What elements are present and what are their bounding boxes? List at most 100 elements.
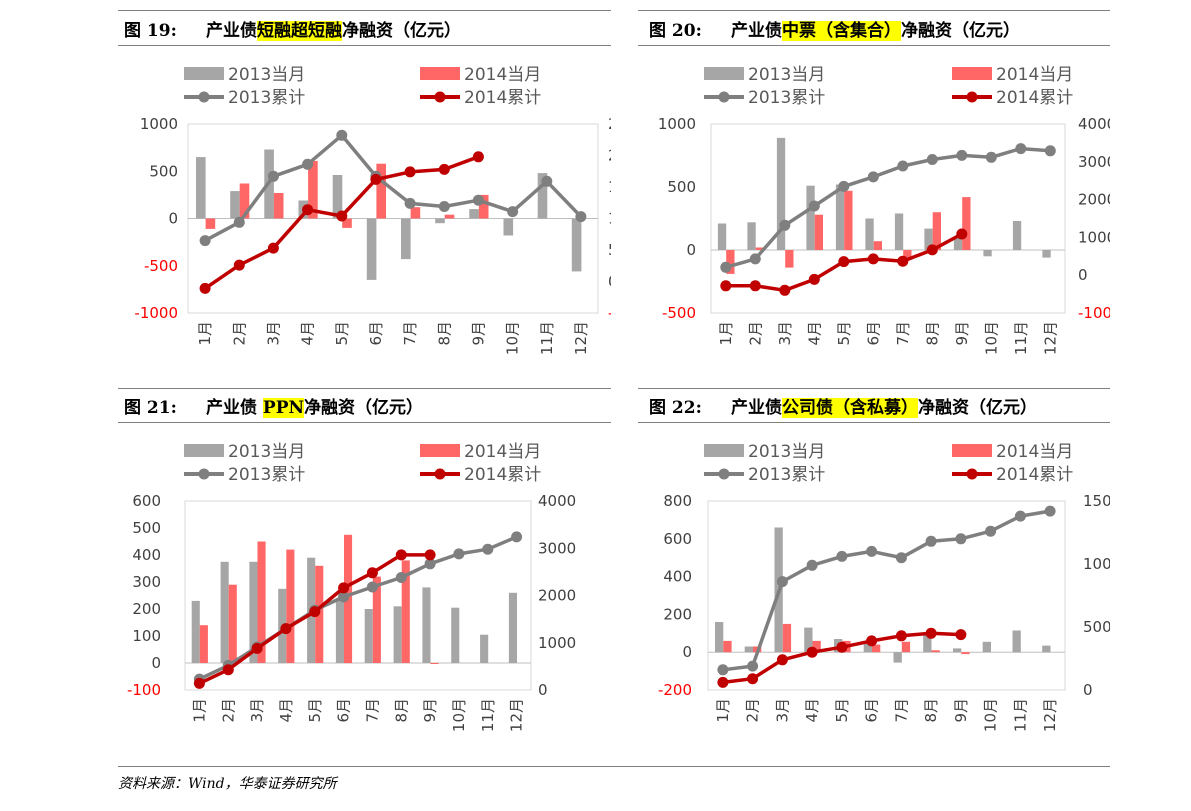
left-tick-label-0: -200 <box>658 681 692 699</box>
right-tick-label-1: 500 <box>1083 618 1110 636</box>
bar-2014当月-6月 <box>872 644 881 653</box>
bar-2014当月-9月 <box>962 197 971 250</box>
point-2014累计-0 <box>193 677 205 689</box>
legend-label-0: 2013当月 <box>748 442 825 462</box>
right-tick-label-1: 1000 <box>538 634 576 652</box>
category-label-8: 9月 <box>952 698 970 723</box>
point-2014累计-3 <box>806 646 818 658</box>
point-2014累计-5 <box>338 582 350 594</box>
bar-2014当月-7月 <box>901 641 911 653</box>
category-label-2: 3月 <box>776 321 794 346</box>
category-label-11: 12月 <box>508 698 526 732</box>
point-2013累计-4 <box>336 129 348 141</box>
bar-2013当月-11月 <box>1012 630 1021 653</box>
chart-panel-1: 2013当月 2014当月 2013累计 2014累计 -1000 -500 0 500 100… <box>134 65 611 355</box>
left-tick-label-1: 0 <box>686 241 696 259</box>
legend-marker-2 <box>198 468 210 480</box>
point-2014累计-3 <box>302 204 314 216</box>
point-2013累计-5 <box>338 591 350 603</box>
bar-2013当月-8月 <box>435 218 445 224</box>
category-label-2: 3月 <box>264 321 282 346</box>
bar-2014当月-1月 <box>726 250 735 274</box>
category-label-11: 12月 <box>1041 698 1059 732</box>
plot-area <box>184 500 532 691</box>
point-2014累计-0 <box>199 282 211 294</box>
legend-label-0: 2013当月 <box>748 65 825 85</box>
legend: 2013当月 2014当月 2013累计 2014累计 <box>184 65 541 108</box>
point-2014累计-1 <box>749 280 761 292</box>
bar-2014当月-7月 <box>903 250 912 258</box>
bar-2013当月-10月 <box>982 641 991 653</box>
point-2014累计-4 <box>836 641 848 653</box>
category-label-1: 2月 <box>744 698 762 723</box>
point-2013累计-10 <box>1014 510 1026 522</box>
bar-2014当月-4月 <box>814 214 823 250</box>
category-label-5: 6月 <box>863 698 881 723</box>
panel4-top-rule <box>638 388 1110 389</box>
point-2013累计-6 <box>404 197 416 209</box>
left-tick-label-3: 1000 <box>658 115 696 133</box>
category-label-9: 10月 <box>982 698 1000 732</box>
bar-2013当月-1月 <box>191 600 200 663</box>
point-2014累计-1 <box>233 259 245 271</box>
left-tick-label-3: 200 <box>132 600 161 618</box>
point-2013累计-8 <box>955 533 967 545</box>
line-2013累计 <box>725 146 1051 269</box>
category-label-3: 4月 <box>805 321 823 346</box>
category-label-7: 8月 <box>923 321 941 346</box>
panel3-fig-number: 图 21: <box>124 398 177 418</box>
panel1-title-pre: 产业债 <box>206 21 257 41</box>
panel1-title: 图 19: 产业债短融超短融净融资（亿元） <box>124 20 461 42</box>
category-label-3: 4月 <box>299 321 317 346</box>
right-tick-label-2: 2000 <box>538 587 576 605</box>
point-2014累计-3 <box>808 273 820 285</box>
category-label-0: 1月 <box>714 698 732 723</box>
point-2014累计-8 <box>956 228 968 240</box>
legend-marker-3 <box>966 468 978 480</box>
legend-swatch-1 <box>952 67 992 80</box>
legend-label-3: 2014累计 <box>464 88 541 108</box>
right-tick-label-5: 2000 <box>608 147 611 165</box>
category-label-1: 2月 <box>219 698 237 723</box>
bar-2013当月-12月 <box>508 592 517 663</box>
point-2014累计-3 <box>280 623 292 635</box>
point-2014累计-5 <box>370 173 382 185</box>
point-2014累计-5 <box>866 635 878 647</box>
legend-marker-2 <box>718 468 730 480</box>
category-label-10: 11月 <box>538 321 556 355</box>
bar-2013当月-5月 <box>332 175 343 219</box>
line-2013累计 <box>204 133 583 243</box>
point-2013累计-11 <box>575 211 587 223</box>
panel3-title-pre: 产业债 <box>206 398 263 418</box>
point-2014累计-6 <box>404 166 416 178</box>
legend-marker-3 <box>434 91 446 103</box>
bar-2013当月-6月 <box>366 218 377 280</box>
legend-label-2: 2013累计 <box>748 465 825 485</box>
bar-2014当月-8月 <box>401 560 410 663</box>
point-2014累计-4 <box>838 256 850 268</box>
panel4-fig-number: 图 22: <box>649 398 702 418</box>
bar-2013当月-9月 <box>953 648 962 653</box>
legend-marker-2 <box>718 91 730 103</box>
bar-2013当月-12月 <box>1042 250 1051 258</box>
category-label-5: 6月 <box>335 698 353 723</box>
legend-marker-3 <box>434 468 446 480</box>
left-tick-label-3: 500 <box>149 162 178 180</box>
panel3-title-rule <box>118 422 611 423</box>
left-tick-label-7: 600 <box>132 492 161 510</box>
category-label-9: 10月 <box>982 321 1000 355</box>
right-tick-label-0: -1000 <box>1078 304 1110 322</box>
point-2013累计-8 <box>472 194 484 206</box>
point-2013累计-6 <box>895 552 907 564</box>
legend-swatch-0 <box>184 444 224 457</box>
category-label-11: 12月 <box>572 321 590 355</box>
left-tick-label-1: 0 <box>682 643 692 661</box>
panel1-title-post: 净融资（亿元） <box>342 21 461 41</box>
bar-2014当月-5月 <box>342 218 352 228</box>
left-tick-label-0: -1000 <box>134 304 178 322</box>
legend-label-0: 2013当月 <box>228 442 305 462</box>
category-label-8: 9月 <box>953 321 971 346</box>
right-tick-label-5: 4000 <box>1078 115 1110 133</box>
category-label-8: 9月 <box>421 698 439 723</box>
point-2014累计-6 <box>366 567 378 579</box>
